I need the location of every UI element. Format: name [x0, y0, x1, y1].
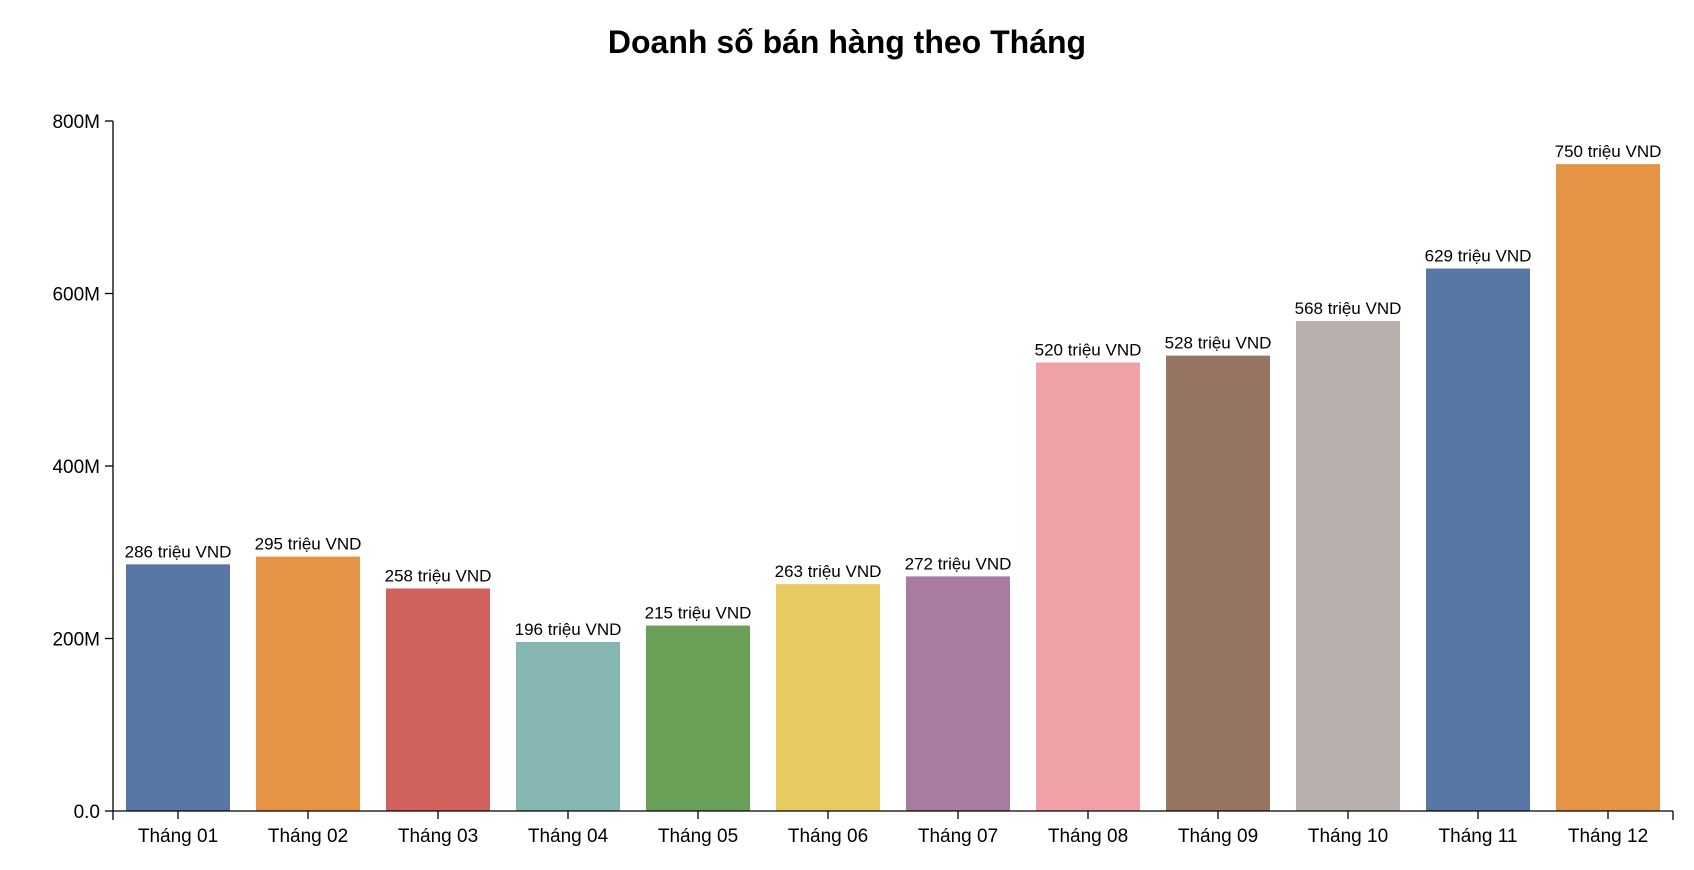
chart-title: Doanh số bán hàng theo Tháng [608, 24, 1086, 60]
bar-8 [1036, 362, 1140, 811]
bar-1 [126, 564, 230, 811]
data-label-12: 750 triệu VND [1555, 142, 1662, 161]
data-label-6: 263 triệu VND [775, 562, 882, 581]
y-tick-label-3: 600M [52, 285, 100, 306]
bar-10 [1296, 321, 1400, 811]
data-label-5: 215 triệu VND [645, 604, 752, 623]
x-tick-label-9: Tháng 09 [1178, 826, 1258, 847]
x-tick-label-8: Tháng 08 [1048, 826, 1128, 847]
data-label-10: 568 triệu VND [1295, 299, 1402, 318]
y-tick-label-0: 0.0 [74, 802, 100, 823]
bar-3 [386, 588, 490, 811]
x-tick-label-12: Tháng 12 [1568, 826, 1648, 847]
data-label-4: 196 triệu VND [515, 620, 622, 639]
x-tick-label-11: Tháng 11 [1439, 826, 1518, 847]
data-label-2: 295 triệu VND [255, 535, 362, 554]
y-tick-label-4: 800M [52, 112, 100, 133]
y-axis: 0.0 200M 400M 600M 800M [52, 112, 114, 823]
plot-area: 286 triệu VND 295 triệu VND 258 triệu VND 1… [52, 112, 1674, 847]
bar-5 [646, 625, 750, 811]
x-tick-label-5: Tháng 05 [658, 826, 738, 847]
x-tick-label-4: Tháng 04 [528, 826, 609, 847]
x-tick-label-3: Tháng 03 [398, 826, 478, 847]
x-tick-label-10: Tháng 10 [1308, 826, 1388, 847]
bar-2 [256, 556, 360, 811]
bar-12 [1556, 164, 1660, 812]
data-label-1: 286 triệu VND [125, 542, 232, 561]
bar-11 [1426, 268, 1530, 811]
x-tick-label-2: Tháng 02 [268, 826, 348, 847]
x-tick-label-1: Tháng 01 [138, 826, 218, 847]
data-label-11: 629 triệu VND [1425, 246, 1532, 265]
bar-6 [776, 584, 880, 811]
bar-7 [906, 576, 1010, 811]
x-axis: Tháng 01 Tháng 02 Tháng 03 Tháng 04 Tháng 05… [112, 810, 1674, 847]
y-tick-label-1: 200M [52, 630, 100, 651]
x-tick-label-6: Tháng 06 [788, 826, 868, 847]
x-tick-label-7: Tháng 07 [918, 826, 998, 847]
bars [126, 164, 1660, 812]
bar-4 [516, 641, 620, 811]
data-label-8: 520 triệu VND [1035, 341, 1142, 360]
bar-9 [1166, 355, 1270, 811]
data-label-9: 528 triệu VND [1165, 334, 1272, 353]
data-label-7: 272 triệu VND [905, 554, 1012, 573]
y-tick-label-2: 400M [52, 457, 100, 478]
data-labels: 286 triệu VND 295 triệu VND 258 triệu VND 1… [125, 142, 1662, 639]
data-label-3: 258 triệu VND [385, 566, 492, 585]
